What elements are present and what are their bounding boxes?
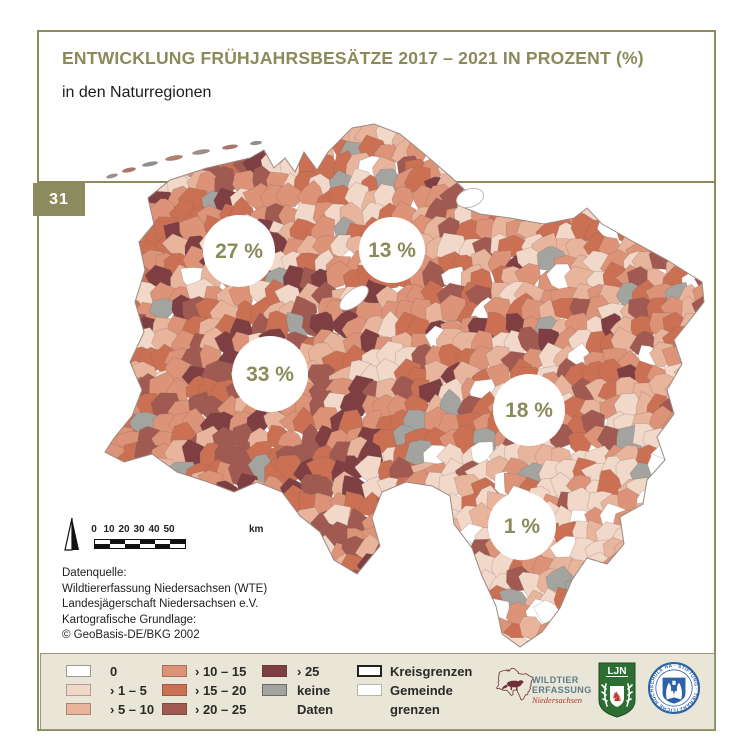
legend-swatch-5-10 bbox=[66, 703, 91, 715]
wildtier-logo-line1: WILDTIER bbox=[532, 675, 579, 685]
source-line: Landesjägerschaft Niedersachsen e.V. bbox=[62, 598, 259, 610]
legend-label: › 1 – 5 bbox=[110, 683, 147, 698]
islands bbox=[106, 140, 262, 179]
scalebar-tick: 20 bbox=[118, 524, 130, 535]
bubble-circle bbox=[232, 336, 308, 412]
legend-label: › 15 – 20 bbox=[195, 683, 247, 698]
legend-swatch-0 bbox=[66, 665, 91, 677]
legend-label: 0 bbox=[110, 664, 118, 679]
legend-label: › 20 – 25 bbox=[195, 702, 247, 717]
ljn-horse-glyph: ♞ bbox=[611, 689, 623, 704]
legend-label: Gemeinde bbox=[390, 683, 453, 698]
bubble-circle bbox=[493, 374, 565, 446]
legend-label: Daten bbox=[297, 702, 334, 717]
scalebar-tick: 40 bbox=[148, 524, 160, 535]
wildtiererfassung-map-icon bbox=[496, 667, 534, 701]
legend-label: › 5 – 10 bbox=[110, 702, 155, 717]
hamburg-enclave bbox=[455, 188, 485, 208]
region-value: 13 % bbox=[368, 239, 416, 262]
legend-swatch-25 bbox=[262, 665, 287, 677]
region-value: 33 % bbox=[246, 363, 294, 386]
legend-label: › 10 – 15 bbox=[195, 664, 247, 679]
scalebar-labels: 0 10 20 30 40 50 km bbox=[91, 524, 263, 536]
tiho-stamp-logo: · STIFTUNG · TIERÄRZTLICHE HOCHSCHULE HA… bbox=[648, 662, 700, 714]
legend-label: › 25 bbox=[297, 664, 320, 679]
source-line: Kartografische Grundlage: bbox=[62, 613, 197, 626]
legend-swatch-15-20 bbox=[162, 684, 187, 696]
niedersachsen-map: 27 % 13 % 33 % 18 % 1 % bbox=[104, 123, 705, 648]
north-arrow-icon bbox=[64, 517, 79, 551]
scalebar-unit: km bbox=[249, 524, 264, 535]
scalebar bbox=[94, 539, 186, 549]
source-line: Wildtiererfassung Niedersachsen (WTE) bbox=[62, 582, 268, 595]
legend-panel: 0 › 1 – 5 › 5 – 10 › 10 – 15 › 15 – 20 ›… bbox=[40, 653, 715, 730]
data-source-block: Datenquelle: Wildtiererfassung Niedersac… bbox=[62, 566, 267, 644]
bremen-enclave bbox=[339, 285, 369, 311]
ljn-logo: LJN ♞ bbox=[598, 662, 636, 718]
legend-swatch-20-25 bbox=[162, 703, 187, 715]
page-title: ENTWICKLUNG FRÜHJAHRSBESÄTZE 2017 – 2021… bbox=[62, 48, 644, 68]
region-value-bubbles: 27 % 13 % 33 % 18 % 1 % bbox=[203, 215, 565, 560]
scalebar-tick: 0 bbox=[91, 524, 97, 535]
page-subtitle: in den Naturregionen bbox=[62, 84, 212, 101]
wildtier-logo-line3: Niedersachsen bbox=[532, 695, 583, 705]
legend-swatch-gemeindegrenzen bbox=[357, 684, 382, 696]
legend-swatch-10-15 bbox=[162, 665, 187, 677]
legend-swatch-kreisgrenzen bbox=[357, 665, 382, 677]
region-value: 27 % bbox=[215, 240, 263, 263]
scalebar-tick: 30 bbox=[133, 524, 145, 535]
figure-frame: ENTWICKLUNG FRÜHJAHRSBESÄTZE 2017 – 2021… bbox=[33, 30, 716, 731]
legend-label: Kreisgrenzen bbox=[390, 664, 473, 679]
logo-strip: WILDTIER ERFASSUNG Niedersachsen LJN ♞ bbox=[41, 654, 714, 729]
ljn-logo-text: LJN bbox=[608, 666, 627, 677]
legend-swatch-no-data bbox=[262, 684, 287, 696]
source-line: Datenquelle: bbox=[62, 567, 127, 579]
bubble-circle bbox=[359, 217, 425, 283]
source-line: © GeoBasis-DE/BKG 2002 bbox=[62, 629, 200, 641]
region-value: 1 % bbox=[504, 515, 541, 538]
wildtiererfassung-logo: WILDTIER ERFASSUNG Niedersachsen bbox=[496, 663, 596, 721]
bubble-circle bbox=[488, 492, 556, 560]
wildtier-logo-line2: ERFASSUNG bbox=[532, 685, 592, 695]
page-number-badge: 31 bbox=[33, 183, 85, 216]
region-value: 18 % bbox=[505, 399, 553, 422]
legend-swatch-1-5 bbox=[66, 684, 91, 696]
scalebar-tick: 10 bbox=[103, 524, 115, 535]
bubble-circle bbox=[203, 215, 275, 287]
legend-label: grenzen bbox=[390, 702, 440, 717]
legend-label: keine bbox=[297, 683, 331, 698]
scalebar-tick: 50 bbox=[163, 524, 175, 535]
